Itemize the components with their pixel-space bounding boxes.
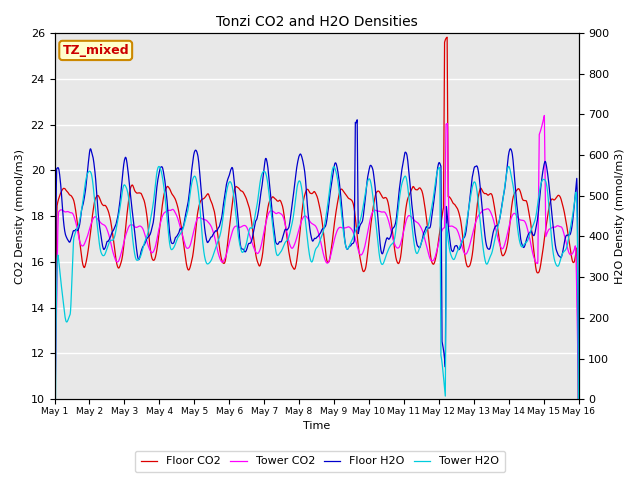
- Tower CO2: [541, 113, 548, 119]
- Floor CO2: [444, 35, 451, 40]
- Y-axis label: H2O Density (mmol/m3): H2O Density (mmol/m3): [615, 148, 625, 284]
- Floor H2O: [467, 190, 474, 196]
- Tower CO2: [154, 229, 162, 235]
- Tower H2O: [575, 457, 582, 463]
- Tower CO2: [167, 207, 175, 213]
- Tower H2O: [466, 197, 474, 203]
- Line: Floor CO2: Floor CO2: [54, 37, 579, 479]
- Line: Floor H2O: Floor H2O: [54, 120, 579, 461]
- Tower H2O: [398, 182, 406, 188]
- Floor H2O: [575, 426, 582, 432]
- Tower CO2: [398, 237, 406, 243]
- Floor CO2: [467, 261, 474, 266]
- Floor H2O: [154, 174, 162, 180]
- Tower CO2: [226, 238, 234, 244]
- X-axis label: Time: Time: [303, 421, 330, 432]
- Line: Tower H2O: Tower H2O: [54, 167, 579, 480]
- Floor CO2: [398, 246, 406, 252]
- Legend: Floor CO2, Tower CO2, Floor H2O, Tower H2O: Floor CO2, Tower CO2, Floor H2O, Tower H…: [135, 451, 505, 472]
- Floor CO2: [51, 476, 58, 480]
- Tower CO2: [513, 212, 520, 218]
- Tower CO2: [466, 241, 474, 247]
- Tower H2O: [226, 179, 234, 185]
- Floor H2O: [226, 171, 234, 177]
- Tower H2O: [167, 246, 175, 252]
- Text: TZ_mixed: TZ_mixed: [62, 44, 129, 57]
- Floor CO2: [167, 189, 175, 195]
- Floor CO2: [226, 222, 234, 228]
- Floor CO2: [154, 236, 162, 242]
- Tower H2O: [513, 217, 520, 223]
- Tower H2O: [505, 164, 513, 169]
- Title: Tonzi CO2 and H2O Densities: Tonzi CO2 and H2O Densities: [216, 15, 417, 29]
- Floor H2O: [513, 201, 520, 206]
- Floor H2O: [167, 239, 175, 245]
- Tower CO2: [575, 446, 582, 452]
- Line: Tower CO2: Tower CO2: [54, 116, 579, 480]
- Y-axis label: CO2 Density (mmol/m3): CO2 Density (mmol/m3): [15, 149, 25, 284]
- Floor H2O: [398, 166, 406, 172]
- Tower H2O: [154, 164, 162, 170]
- Floor CO2: [575, 462, 582, 468]
- Floor H2O: [353, 117, 361, 123]
- Floor H2O: [51, 458, 58, 464]
- Floor CO2: [513, 188, 520, 193]
